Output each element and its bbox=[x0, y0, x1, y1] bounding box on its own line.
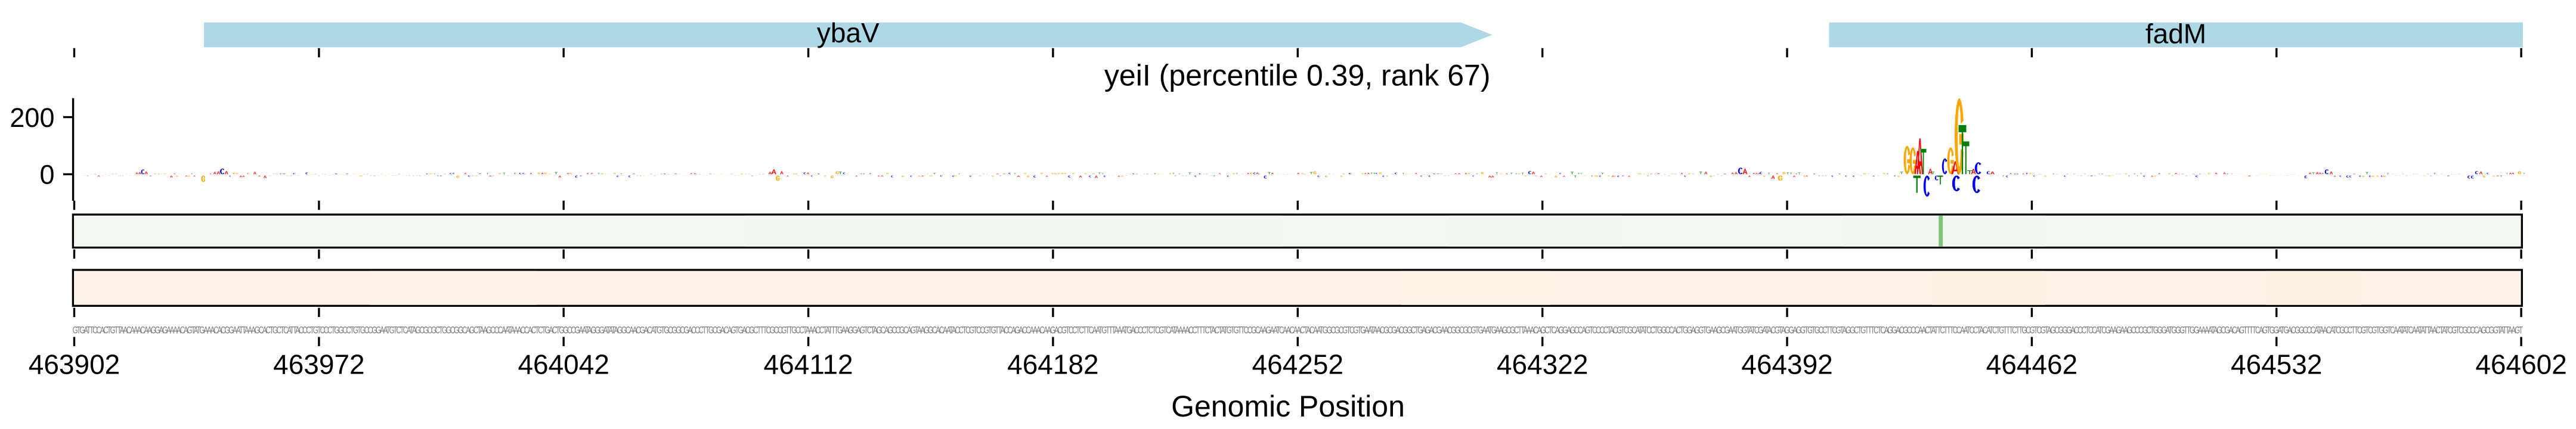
svg-text:464182: 464182 bbox=[1007, 349, 1099, 380]
svg-text:0: 0 bbox=[39, 160, 54, 190]
svg-text:fadM: fadM bbox=[2145, 18, 2206, 49]
svg-text:yeiI (percentile 0.39, rank 67: yeiI (percentile 0.39, rank 67) bbox=[1104, 58, 1491, 92]
svg-text:ybaV: ybaV bbox=[817, 17, 880, 48]
svg-text:464322: 464322 bbox=[1497, 349, 1589, 380]
svg-text:GTGATTCCACTGTTAACAAACAAGGAGAAA: GTGATTCCACTGTTAACAAACAAGGAGAAAACAGTATGAA… bbox=[73, 325, 2524, 336]
svg-text:464112: 464112 bbox=[764, 349, 853, 380]
svg-text:200: 200 bbox=[10, 102, 54, 133]
svg-text:464042: 464042 bbox=[518, 349, 609, 380]
svg-text:464252: 464252 bbox=[1252, 349, 1344, 380]
svg-text:464462: 464462 bbox=[1986, 349, 2078, 380]
svg-text:464392: 464392 bbox=[1741, 349, 1833, 380]
svg-text:463902: 463902 bbox=[29, 349, 120, 380]
svg-text:464602: 464602 bbox=[2475, 349, 2567, 380]
svg-text:Genomic Position: Genomic Position bbox=[1171, 390, 1405, 423]
svg-text:463972: 463972 bbox=[273, 349, 365, 380]
svg-text:464532: 464532 bbox=[2231, 349, 2323, 380]
